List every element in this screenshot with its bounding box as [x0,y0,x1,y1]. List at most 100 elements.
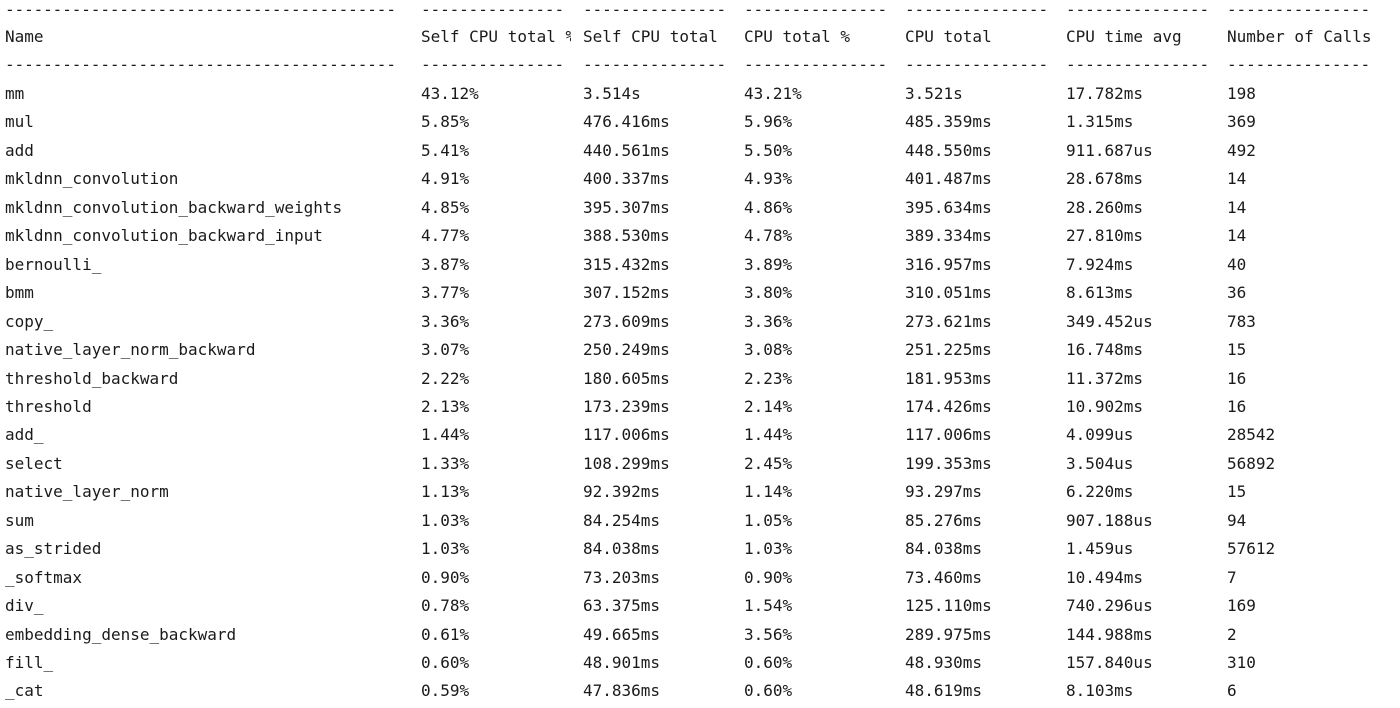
cell-op-name: add [5,140,34,160]
cell-cpu-total: 48.930ms [905,653,983,672]
cell-cpu-total: 310.051ms [905,283,992,303]
cell-self-cpu-total: 180.605ms [583,368,670,388]
cell-cpu-pct: 3.89% [744,254,793,274]
cell-self-cpu-total: 400.337ms [583,169,670,189]
column-header-cpu-total: CPU total [905,27,992,46]
cell-number-of-calls: 94 [1227,510,1247,530]
table-row: as_strided 1.03% 84.038ms 1.03% 84.038ms 1.45… [0,535,1400,563]
cell-self-cpu-pct: 2.13% [421,396,470,416]
cell-cpu-pct: 0.60% [744,653,793,672]
table-row: _softmax 0.90% 73.203ms 0.90% 73.460ms 10.494… [0,564,1400,592]
cell-cpu-pct: 5.50% [744,140,793,160]
cell-cpu-total: 273.621ms [905,311,992,331]
cell-cpu-time-avg: 907.188us [1066,510,1153,530]
cell-number-of-calls: 40 [1227,254,1247,274]
cell-number-of-calls: 7 [1227,567,1237,587]
table-row: _cat 0.59% 47.836ms 0.60% 48.619ms 8.103ms 6 [0,677,1400,705]
cell-op-name: native_layer_norm [5,482,169,502]
cell-cpu-total: 199.353ms [905,453,992,473]
cell-cpu-time-avg: 911.687us [1066,140,1153,160]
cell-cpu-total: 448.550ms [905,140,992,160]
cell-self-cpu-total: 73.203ms [583,567,661,587]
cell-cpu-time-avg: 157.840us [1066,653,1153,672]
table-row: native_layer_norm_backward 3.07% 250.249ms… [0,336,1400,364]
cell-cpu-time-avg: 7.924ms [1066,254,1134,274]
table-row: mkldnn_convolution 4.91% 400.337ms 4.93% 401… [0,165,1400,193]
table-row: select 1.33% 108.299ms 2.45% 199.353ms 3.504u… [0,450,1400,478]
cell-op-name: native_layer_norm_backward [5,340,256,360]
cell-cpu-total: 48.619ms [905,681,983,701]
cell-self-cpu-pct: 43.12% [421,84,479,103]
table-row: native_layer_norm 1.13% 92.392ms 1.14% 93.29… [0,478,1400,506]
cell-self-cpu-total: 108.299ms [583,453,670,473]
cell-op-name: div_ [5,596,44,616]
cell-number-of-calls: 14 [1227,197,1247,217]
table-row: mkldnn_convolution_backward_input 4.77% 38… [0,222,1400,250]
cell-number-of-calls: 169 [1227,596,1256,616]
cell-self-cpu-pct: 0.78% [421,596,470,616]
cell-self-cpu-total: 3.514s [583,84,641,103]
table-row: threshold 2.13% 173.239ms 2.14% 174.426ms 10.… [0,393,1400,421]
cell-cpu-time-avg: 1.459us [1066,539,1134,559]
cell-cpu-time-avg: 17.782ms [1066,84,1144,103]
cell-self-cpu-total: 84.254ms [583,510,661,530]
cell-cpu-pct: 3.80% [744,283,793,303]
cell-cpu-time-avg: 16.748ms [1066,340,1144,360]
cell-op-name: embedding_dense_backward [5,624,237,644]
cell-cpu-total: 485.359ms [905,112,992,132]
cell-number-of-calls: 57612 [1227,539,1276,559]
cell-number-of-calls: 198 [1227,84,1256,103]
cell-self-cpu-total: 47.836ms [583,681,661,701]
cell-cpu-pct: 1.05% [744,510,793,530]
cell-cpu-pct: 1.03% [744,539,793,559]
cell-op-name: sum [5,510,34,530]
cell-self-cpu-total: 476.416ms [583,112,670,132]
column-header-name: Name [5,27,44,46]
separator: --------------- [905,0,1048,19]
cell-cpu-time-avg: 10.494ms [1066,567,1144,587]
cell-cpu-total: 125.110ms [905,596,992,616]
cell-cpu-pct: 5.96% [744,112,793,132]
cell-number-of-calls: 6 [1227,681,1237,701]
table-row: div_ 0.78% 63.375ms 1.54% 125.110ms 740.296us… [0,592,1400,620]
separator: --------------- [1066,55,1209,74]
cell-cpu-pct: 1.44% [744,425,793,445]
separator: --------------- [744,0,887,19]
cell-number-of-calls: 369 [1227,112,1256,132]
separator: --------------- [744,55,887,74]
column-header-cpu-time-avg: CPU time avg [1066,27,1182,46]
column-header-number-of-calls: Number of Calls [1227,27,1372,46]
cell-cpu-time-avg: 10.902ms [1066,396,1144,416]
cell-number-of-calls: 492 [1227,140,1256,160]
cell-cpu-pct: 0.90% [744,567,793,587]
cell-cpu-pct: 4.93% [744,169,793,189]
cell-self-cpu-pct: 2.22% [421,368,470,388]
cell-number-of-calls: 14 [1227,226,1247,246]
separator: --------------- [1227,0,1370,19]
cell-self-cpu-pct: 3.36% [421,311,470,331]
table-row: mul 5.85% 476.416ms 5.96% 485.359ms 1.315ms 36… [0,108,1400,136]
cell-cpu-total: 84.038ms [905,539,983,559]
cell-number-of-calls: 15 [1227,482,1247,502]
cell-number-of-calls: 56892 [1227,453,1276,473]
cell-op-name: mkldnn_convolution_backward_weights [5,197,343,217]
cell-self-cpu-total: 440.561ms [583,140,670,160]
cell-self-cpu-total: 92.392ms [583,482,661,502]
cell-cpu-time-avg: 144.988ms [1066,624,1153,644]
column-header-cpu-pct: CPU total % [744,27,850,46]
cell-self-cpu-total: 388.530ms [583,226,670,246]
cell-self-cpu-pct: 4.85% [421,197,470,217]
cell-self-cpu-pct: 5.41% [421,140,470,160]
cell-number-of-calls: 310 [1227,653,1256,672]
cell-cpu-pct: 3.56% [744,624,793,644]
table-row: add 5.41% 440.561ms 5.50% 448.550ms 911.687us… [0,137,1400,165]
cell-self-cpu-pct: 1.13% [421,482,470,502]
table-row: copy_ 3.36% 273.609ms 3.36% 273.621ms 349.452… [0,308,1400,336]
separator: --------------- [421,0,564,19]
cell-cpu-time-avg: 4.099us [1066,425,1134,445]
cell-number-of-calls: 16 [1227,368,1247,388]
header-row: Name Self CPU total % Self CPU total CPU… [0,23,1400,51]
cell-self-cpu-total: 315.432ms [583,254,670,274]
cell-cpu-total: 3.521s [905,84,963,103]
